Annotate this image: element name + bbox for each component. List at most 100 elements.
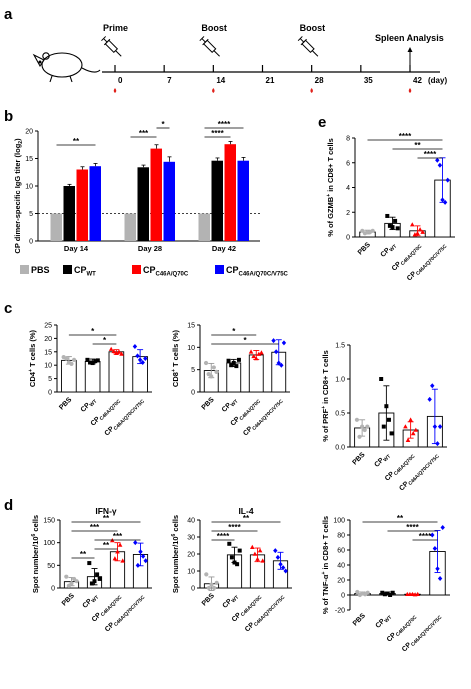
significance-stars: ** <box>103 514 110 523</box>
arrow-up-icon <box>407 47 413 52</box>
data-point <box>257 548 263 553</box>
mouse-icon <box>32 52 101 83</box>
bar <box>211 160 223 241</box>
significance-stars: ** <box>103 541 110 550</box>
data-point <box>135 353 140 359</box>
data-point <box>412 232 418 237</box>
chart-e2: -20 0 20 40 60 80 100% of TNF-α+ in CD8+ T cel… <box>321 514 450 653</box>
data-point <box>69 581 74 586</box>
data-point <box>119 351 124 356</box>
bar <box>76 169 88 241</box>
y-tick-label: 0.5 <box>335 411 345 418</box>
y-tick-label: 15 <box>187 323 195 330</box>
data-point <box>390 590 395 595</box>
y-axis-label: CD4+ T cells (%) <box>28 329 37 387</box>
significance-stars: ** <box>414 141 421 150</box>
panel-a-label: a <box>4 6 13 23</box>
group-label: PBS <box>58 396 73 411</box>
data-point <box>229 363 234 368</box>
legend-swatch <box>20 265 29 274</box>
significance-stars: **** <box>228 523 241 532</box>
legend-label: CPC46A/Q70C/V75C <box>226 265 289 278</box>
data-point <box>415 230 420 236</box>
data-point <box>140 360 145 366</box>
group-label: PBS <box>61 592 76 607</box>
data-point <box>90 361 95 366</box>
significance-stars: *** <box>90 523 100 532</box>
data-point <box>250 544 255 549</box>
data-point <box>209 374 214 379</box>
data-point <box>410 431 416 436</box>
data-point <box>203 360 209 366</box>
blood-drop-icon <box>310 88 313 93</box>
y-tick-label: 15 <box>25 156 33 163</box>
y-tick-label: 6 <box>346 160 350 167</box>
data-point <box>440 197 445 203</box>
data-point <box>410 222 415 227</box>
data-point <box>405 437 411 442</box>
data-point <box>385 213 390 218</box>
timeline-event-label: Boost <box>201 23 227 33</box>
group-label: CPC46A/Q70C/V75C <box>406 241 449 284</box>
y-tick-label: 40 <box>337 563 345 570</box>
data-point <box>417 227 423 232</box>
group-label: CPWT <box>373 451 392 470</box>
significance-stars: **** <box>424 150 437 159</box>
data-point <box>259 350 264 355</box>
panel-b-label: b <box>4 108 14 125</box>
y-tick-label: 10 <box>25 184 33 191</box>
data-point <box>204 572 209 577</box>
significance-stars: **** <box>211 129 224 138</box>
data-point <box>260 558 265 563</box>
significance-stars: **** <box>419 532 432 541</box>
data-point <box>209 582 214 587</box>
data-point <box>437 162 443 168</box>
y-tick-label: 40 <box>187 518 195 525</box>
vaccination-timeline: 0 7 14 21 28 35 42 (day) Prime Boost Boost Spleen A… <box>0 0 471 105</box>
data-point <box>432 424 438 430</box>
y-tick-label: 0 <box>51 586 55 593</box>
data-point <box>388 593 393 597</box>
bar <box>50 213 62 241</box>
y-tick-label: 50 <box>47 563 55 570</box>
bar <box>150 148 162 241</box>
data-point <box>95 358 100 363</box>
y-tick-label: 0 <box>48 390 52 397</box>
y-tick-label: 20 <box>44 336 52 343</box>
timeline-event-label: Spleen Analysis <box>375 33 444 43</box>
data-point <box>117 542 123 547</box>
data-point <box>214 369 219 374</box>
significance-stars: * <box>243 336 247 345</box>
data-point <box>64 356 69 361</box>
data-point <box>232 560 237 565</box>
data-point <box>237 548 242 553</box>
significance-stars: **** <box>406 523 419 532</box>
bar <box>226 362 242 393</box>
chart-title: IFN-γ <box>95 506 117 516</box>
legend-label: PBS <box>31 265 50 275</box>
significance-stars: **** <box>218 120 231 129</box>
data-point <box>212 585 217 591</box>
timeline-tick-label: 14 <box>216 76 226 85</box>
data-point <box>88 360 93 365</box>
data-point <box>255 556 260 561</box>
data-point <box>430 532 435 538</box>
data-point <box>355 589 360 595</box>
bar <box>63 186 75 241</box>
y-tick-label: 5 <box>191 367 195 374</box>
data-point <box>440 525 445 530</box>
syringe-icon <box>101 36 122 57</box>
data-point <box>231 360 236 365</box>
timeline-tick-label: 21 <box>265 76 275 85</box>
data-point <box>435 157 440 163</box>
y-tick-label: 0 <box>191 390 195 397</box>
group-label: PBS <box>201 592 216 607</box>
y-tick-label: 100 <box>333 518 345 525</box>
y-tick-label: 10 <box>187 569 195 576</box>
data-point <box>435 441 440 447</box>
data-point <box>74 579 79 584</box>
y-tick-label: 0 <box>346 235 350 242</box>
y-tick-label: 20 <box>187 552 195 559</box>
timeline-tick-label: 0 <box>118 76 123 85</box>
